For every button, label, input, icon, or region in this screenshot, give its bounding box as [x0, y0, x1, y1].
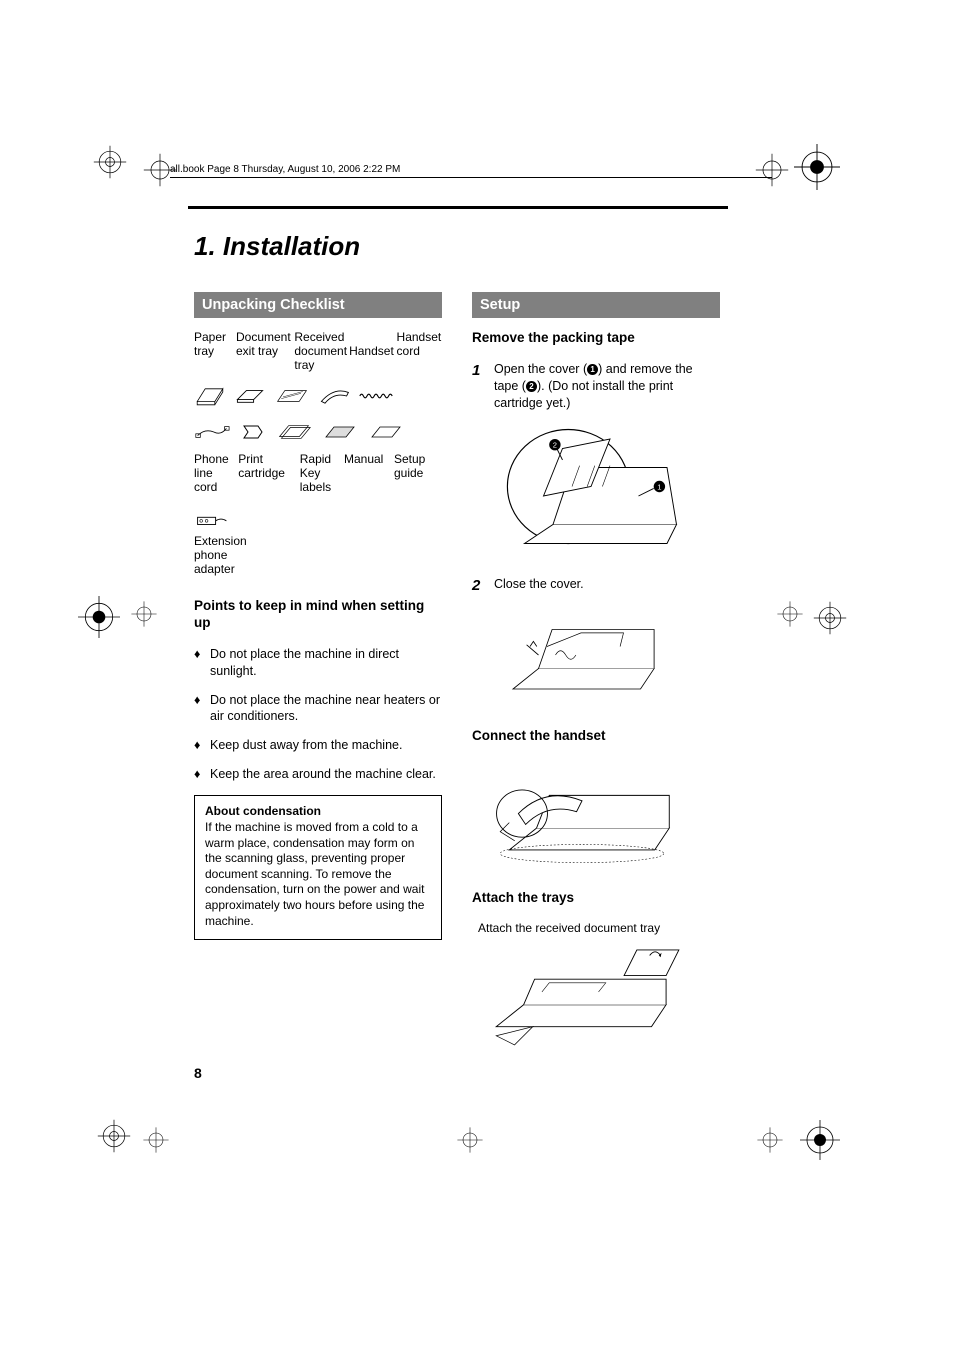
- step-2: 2 Close the cover.: [472, 576, 720, 596]
- bullet-item: ♦Do not place the machine in direct sunl…: [194, 646, 442, 680]
- page-number: 8: [194, 1065, 202, 1081]
- bullet-icon: ♦: [194, 646, 210, 680]
- checklist-label: Phone line cord: [194, 452, 236, 494]
- registration-mark-icon: [776, 600, 804, 628]
- checklist-label: Setup guide: [394, 452, 442, 494]
- checklist-label: Document exit tray: [236, 330, 292, 372]
- registration-mark-icon: [92, 144, 128, 180]
- manual-icon: [322, 420, 358, 444]
- step-number-icon: 2: [472, 576, 494, 596]
- extension-phone-adapter-icon: [194, 508, 230, 532]
- chapter-title: 1. Installation: [194, 231, 724, 262]
- checklist-labels-row1: Paper tray Document exit tray Received d…: [194, 330, 442, 372]
- phone-line-cord-icon: [194, 420, 230, 444]
- step-text-part: Open the cover (: [494, 362, 587, 376]
- bullet-icon: ♦: [194, 766, 210, 783]
- step-text: Open the cover (1) and remove the tape (…: [494, 361, 720, 412]
- checklist-labels-row2: Phone line cord Print cartridge Rapid Ke…: [194, 452, 442, 494]
- checklist-label: Rapid Key labels: [300, 452, 342, 494]
- registration-mark-icon: [800, 1120, 840, 1160]
- registration-mark-icon: [96, 1118, 132, 1154]
- received-document-tray-icon: [274, 384, 310, 408]
- circled-number-2-icon: 2: [526, 381, 537, 392]
- attach-trays-illustration: Attach the received document tray: [478, 921, 688, 1048]
- condensation-callout: About condensation If the machine is mov…: [194, 795, 442, 940]
- rapid-key-labels-icon: [276, 420, 312, 444]
- step-text: Close the cover.: [494, 576, 720, 596]
- open-cover-illustration: 1 2: [496, 420, 686, 563]
- handset-cord-icon: [358, 384, 394, 408]
- checklist-icons-row2: [194, 420, 442, 444]
- close-cover-illustration: [496, 604, 666, 706]
- manual-page: all.book Page 8 Thursday, August 10, 200…: [0, 0, 954, 1351]
- checklist-labels-row3: Extension phone adapter: [194, 534, 442, 576]
- bullet-text: Keep the area around the machine clear.: [210, 766, 442, 783]
- circled-number-1-icon: 1: [587, 364, 598, 375]
- section-heading-unpacking: Unpacking Checklist: [194, 292, 442, 318]
- checklist-icons-row1: [194, 382, 442, 410]
- registration-mark-icon: [756, 1126, 784, 1154]
- checklist-label: Paper tray: [194, 330, 234, 372]
- print-cartridge-icon: [240, 422, 266, 442]
- bullet-icon: ♦: [194, 737, 210, 754]
- bullet-text: Keep dust away from the machine.: [210, 737, 442, 754]
- section-heading-setup: Setup: [472, 292, 720, 318]
- registration-mark-icon: [812, 600, 848, 636]
- step-number-icon: 1: [472, 361, 494, 412]
- bullet-item: ♦Keep the area around the machine clear.: [194, 766, 442, 783]
- illustration-caption: Attach the received document tray: [478, 921, 688, 937]
- points-subheading: Points to keep in mind when setting up: [194, 598, 442, 632]
- registration-mark-icon: [130, 600, 158, 628]
- bullet-text: Do not place the machine in direct sunli…: [210, 646, 442, 680]
- registration-mark-icon: [142, 1126, 170, 1154]
- svg-text:2: 2: [553, 440, 557, 449]
- document-exit-tray-icon: [232, 384, 268, 408]
- left-column: Unpacking Checklist Paper tray Document …: [194, 292, 442, 1062]
- connect-handset-subheading: Connect the handset: [472, 728, 720, 745]
- checklist-label: Print cartridge: [238, 452, 298, 494]
- checklist-label: Handset cord: [397, 330, 442, 372]
- registration-mark-icon: [456, 1126, 484, 1154]
- attach-trays-subheading: Attach the trays: [472, 890, 720, 907]
- callout-title: About condensation: [205, 804, 431, 818]
- bullet-item: ♦Keep dust away from the machine.: [194, 737, 442, 754]
- two-column-layout: Unpacking Checklist Paper tray Document …: [194, 292, 724, 1062]
- remove-tape-subheading: Remove the packing tape: [472, 330, 720, 347]
- checklist-label: Handset: [349, 330, 394, 372]
- connect-handset-illustration: [482, 759, 682, 868]
- right-column: Setup Remove the packing tape 1 Open the…: [472, 292, 720, 1062]
- svg-text:1: 1: [657, 482, 661, 491]
- page-content: 1. Installation Unpacking Checklist Pape…: [194, 200, 724, 1062]
- bullet-item: ♦Do not place the machine near heaters o…: [194, 692, 442, 726]
- horizontal-rule: [188, 206, 728, 209]
- callout-body: If the machine is moved from a cold to a…: [205, 820, 431, 929]
- bullet-icon: ♦: [194, 692, 210, 726]
- paper-tray-icon: [194, 382, 226, 410]
- checklist-label: Manual: [344, 452, 392, 494]
- handset-icon: [316, 384, 352, 408]
- setup-guide-icon: [368, 420, 404, 444]
- registration-mark-icon: [78, 596, 120, 638]
- registration-mark-icon: [794, 144, 840, 190]
- checklist-icons-row3: [194, 508, 442, 532]
- bullet-text: Do not place the machine near heaters or…: [210, 692, 442, 726]
- checklist-label: Received document tray: [294, 330, 347, 372]
- step-1: 1 Open the cover (1) and remove the tape…: [472, 361, 720, 412]
- checklist-label: Extension phone adapter: [194, 534, 264, 576]
- page-header-metadata: all.book Page 8 Thursday, August 10, 200…: [170, 164, 772, 178]
